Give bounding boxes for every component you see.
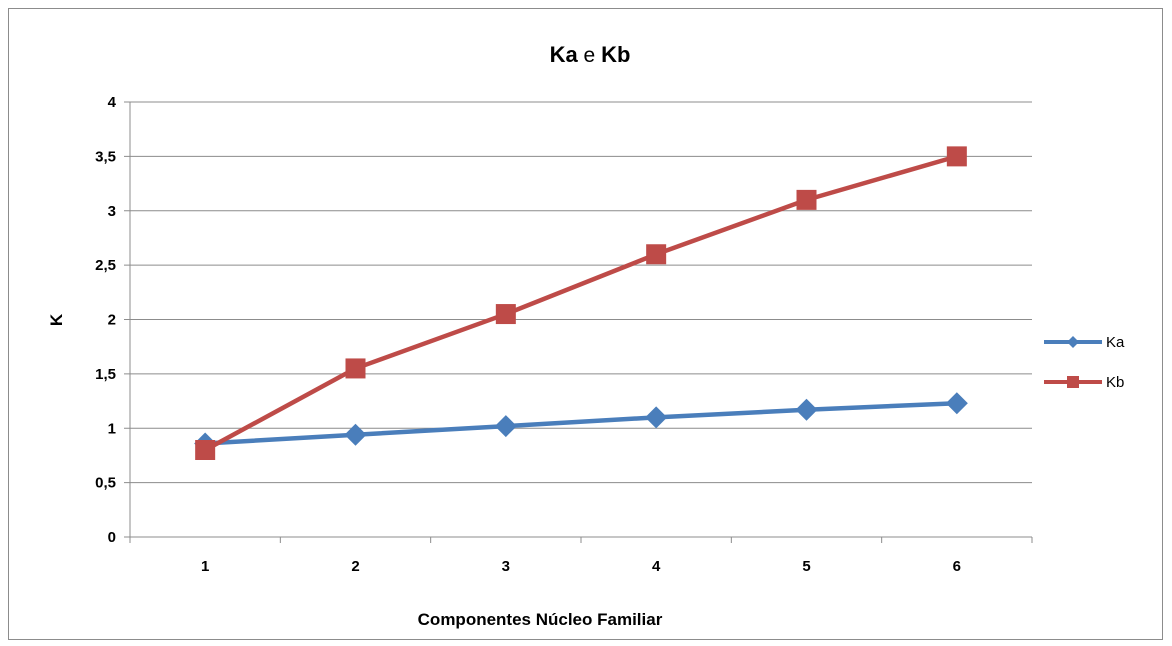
y-tick-label: 1 <box>108 420 116 437</box>
x-tick-label: 1 <box>201 558 209 575</box>
series-line-kb <box>204 154 958 452</box>
y-tick-label: 4 <box>108 94 117 111</box>
series-ka <box>194 392 968 455</box>
legend-item-kb: Kb <box>1044 374 1124 391</box>
x-tick-label: 6 <box>953 558 961 575</box>
series-group <box>194 146 968 460</box>
y-tick-label: 3 <box>108 203 116 220</box>
x-tick-label: 4 <box>652 558 661 575</box>
data-point-ka <box>494 415 517 438</box>
x-tick-label: 5 <box>802 558 810 575</box>
data-point-ka <box>945 392 968 415</box>
title-part-2: e <box>578 44 601 67</box>
chart-title: Ka e Kb <box>550 42 631 67</box>
legend-marker-kb <box>1067 376 1079 388</box>
data-point-kb <box>796 189 817 210</box>
chart-frame <box>8 8 1163 640</box>
title-part-1: Ka <box>550 42 579 67</box>
legend: Ka Kb <box>1044 334 1125 391</box>
data-point-kb <box>495 304 516 325</box>
title-part-3: Kb <box>601 42 630 67</box>
y-tick-label: 0 <box>108 529 116 546</box>
legend-item-ka: Ka <box>1044 334 1125 351</box>
y-tick-label: 2,5 <box>95 257 116 274</box>
x-tick-label: 3 <box>502 558 510 575</box>
data-point-kb <box>195 440 216 460</box>
y-tick-label: 3,5 <box>95 148 116 165</box>
legend-label-ka: Ka <box>1106 334 1125 351</box>
y-tick-label: 2 <box>108 312 116 329</box>
series-line-ka <box>205 400 957 446</box>
y-tick-label: 1,5 <box>95 366 116 383</box>
data-point-kb <box>345 358 366 379</box>
legend-marker-ka <box>1067 336 1079 348</box>
x-axis-title: Componentes Núcleo Familiar <box>418 610 663 629</box>
axes: 0 0,5 1 1,5 2 2,5 3 3,5 4 1 2 3 4 5 6 <box>95 94 1033 575</box>
legend-label-kb: Kb <box>1106 374 1124 391</box>
data-point-kb <box>946 146 967 167</box>
x-tick-label: 2 <box>351 558 359 575</box>
series-kb <box>195 146 967 460</box>
y-tick-label: 0,5 <box>95 475 116 492</box>
data-point-ka <box>645 406 668 429</box>
gridlines <box>130 101 1032 484</box>
data-point-kb <box>646 244 667 265</box>
data-point-ka <box>344 423 367 446</box>
data-point-ka <box>795 398 818 421</box>
y-axis-title: K <box>47 313 66 326</box>
